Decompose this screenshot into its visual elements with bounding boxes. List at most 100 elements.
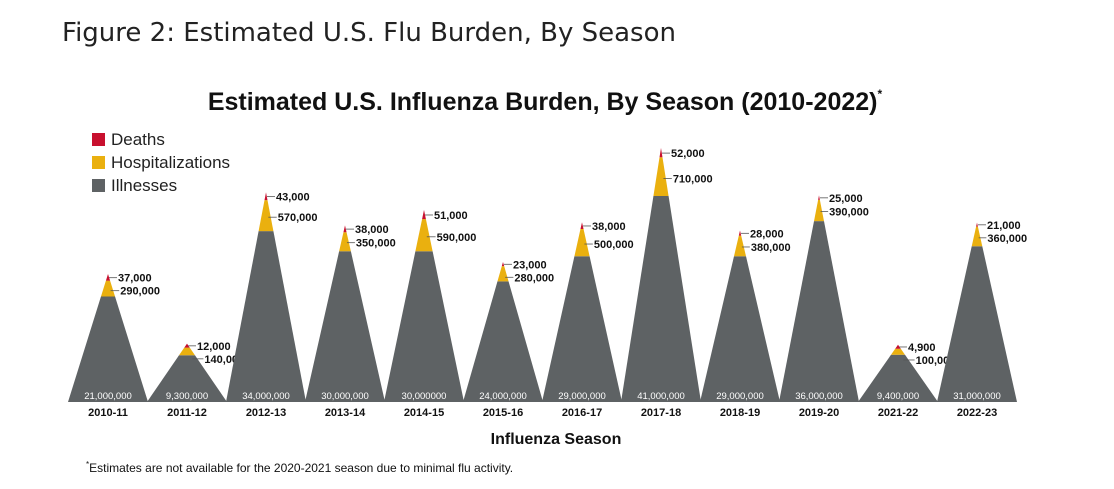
hospitalizations-band xyxy=(258,200,274,232)
legend: Deaths Hospitalizations Illnesses xyxy=(92,130,230,195)
illnesses-peak xyxy=(463,281,543,402)
x-tick-label: 2018-19 xyxy=(720,407,760,419)
hospitalizations-value-label: 100,000 xyxy=(916,355,956,367)
deaths-value-label: 38,000 xyxy=(592,221,626,233)
illnesses-peak xyxy=(542,256,622,402)
legend-label-deaths: Deaths xyxy=(111,130,165,149)
footnote-marker: * xyxy=(86,460,90,469)
deaths-value-label: 12,000 xyxy=(197,341,231,353)
footnote-text: Estimates are not available for the 2020… xyxy=(89,461,514,475)
hospitalizations-value-label: 590,000 xyxy=(437,232,477,244)
deaths-tip xyxy=(895,344,901,349)
deaths-tip xyxy=(264,192,268,201)
illnesses-peak xyxy=(384,251,464,402)
illnesses-value-label: 9,400,000 xyxy=(877,391,919,402)
x-tick-label: 2016-17 xyxy=(562,407,602,419)
legend-swatch-hospitalizations xyxy=(92,156,105,169)
hospitalizations-value-label: 360,000 xyxy=(987,233,1027,245)
deaths-value-label: 4,900 xyxy=(908,342,936,354)
x-tick-label: 2015-16 xyxy=(483,407,523,419)
illnesses-peak xyxy=(147,355,227,402)
deaths-value-label: 25,000 xyxy=(829,193,863,205)
deaths-value-label: 51,000 xyxy=(434,210,468,222)
hospitalizations-value-label: 290,000 xyxy=(120,286,160,298)
hospitalizations-value-label: 350,000 xyxy=(356,238,396,250)
hospitalizations-band xyxy=(814,199,824,222)
illnesses-value-label: 30,000000 xyxy=(402,391,447,402)
x-tick-label: 2019-20 xyxy=(799,407,839,419)
illnesses-peak xyxy=(779,221,859,402)
illnesses-value-label: 29,000,000 xyxy=(558,391,606,402)
chart-title-marker: * xyxy=(877,87,882,101)
x-tick-label: 2014-15 xyxy=(404,407,444,419)
illnesses-value-label: 21,000,000 xyxy=(84,391,132,402)
x-tick-label: 2013-14 xyxy=(325,407,366,419)
x-tick-label: 2012-13 xyxy=(246,407,286,419)
hospitalizations-band xyxy=(733,235,747,257)
illnesses-peak xyxy=(68,296,148,402)
deaths-tip xyxy=(976,222,978,227)
deaths-tip xyxy=(501,262,505,267)
x-tick-label: 2011-12 xyxy=(167,407,207,419)
x-tick-label: 2010-11 xyxy=(88,407,128,419)
hospitalizations-value-label: 570,000 xyxy=(278,212,318,224)
deaths-tip xyxy=(105,274,111,281)
x-tick-label: 2017-18 xyxy=(641,407,681,419)
figure-caption: Figure 2: Estimated U.S. Flu Burden, By … xyxy=(62,18,676,48)
illnesses-peak xyxy=(305,251,385,402)
illnesses-value-label: 9,300,000 xyxy=(166,391,208,402)
hospitalizations-value-label: 380,000 xyxy=(751,242,791,254)
illnesses-peak xyxy=(226,231,306,402)
legend-label-hospitalizations: Hospitalizations xyxy=(111,153,230,172)
footnote: *Estimates are not available for the 202… xyxy=(86,460,513,475)
flu-burden-chart: Estimated U.S. Influenza Burden, By Seas… xyxy=(68,87,1027,448)
illnesses-peak xyxy=(621,196,701,402)
illnesses-peak xyxy=(858,354,938,402)
illnesses-peak xyxy=(700,256,780,402)
hospitalizations-band xyxy=(415,219,433,252)
deaths-value-label: 28,000 xyxy=(750,228,784,240)
hospitalizations-band xyxy=(179,347,195,356)
illnesses-value-label: 34,000,000 xyxy=(242,391,290,402)
illnesses-value-label: 31,000,000 xyxy=(953,391,1001,402)
hospitalizations-value-label: 390,000 xyxy=(829,207,869,219)
hospitalizations-band xyxy=(100,280,116,297)
illnesses-value-label: 24,000,000 xyxy=(479,391,527,402)
hospitalizations-value-label: 710,000 xyxy=(673,174,713,186)
legend-swatch-illnesses xyxy=(92,179,105,192)
illnesses-value-label: 36,000,000 xyxy=(795,391,843,402)
hospitalizations-band xyxy=(497,266,509,282)
hospitalizations-value-label: 500,000 xyxy=(594,239,634,251)
deaths-value-label: 23,000 xyxy=(513,259,547,271)
deaths-tip xyxy=(343,225,347,233)
hospitalizations-band xyxy=(653,157,669,196)
x-axis-label: Influenza Season xyxy=(491,431,622,448)
x-tick-label: 2022-23 xyxy=(957,407,997,419)
deaths-value-label: 43,000 xyxy=(276,192,310,204)
hospitalizations-value-label: 280,000 xyxy=(514,272,554,284)
legend-swatch-deaths xyxy=(92,133,105,146)
chart-title-text: Estimated U.S. Influenza Burden, By Seas… xyxy=(208,88,878,116)
illnesses-value-label: 41,000,000 xyxy=(637,391,685,402)
hospitalizations-band xyxy=(971,226,983,247)
hospitalizations-band xyxy=(891,348,905,355)
legend-label-illnesses: Illnesses xyxy=(111,176,177,195)
deaths-value-label: 37,000 xyxy=(118,273,152,285)
deaths-value-label: 38,000 xyxy=(355,224,389,236)
illnesses-value-label: 29,000,000 xyxy=(716,391,764,402)
deaths-value-label: 52,000 xyxy=(671,148,705,160)
deaths-tip xyxy=(659,147,663,158)
deaths-tip xyxy=(738,230,742,236)
illnesses-value-label: 30,000,000 xyxy=(321,391,369,402)
hospitalizations-band xyxy=(339,232,351,252)
deaths-tip xyxy=(422,209,426,220)
deaths-tip xyxy=(184,343,190,348)
deaths-tip xyxy=(818,195,820,200)
deaths-value-label: 21,000 xyxy=(987,220,1021,232)
chart-title: Estimated U.S. Influenza Burden, By Seas… xyxy=(208,87,883,116)
deaths-tip xyxy=(580,222,584,230)
x-tick-label: 2021-22 xyxy=(878,407,918,419)
illnesses-peak xyxy=(937,246,1017,402)
hospitalizations-band xyxy=(574,229,590,257)
